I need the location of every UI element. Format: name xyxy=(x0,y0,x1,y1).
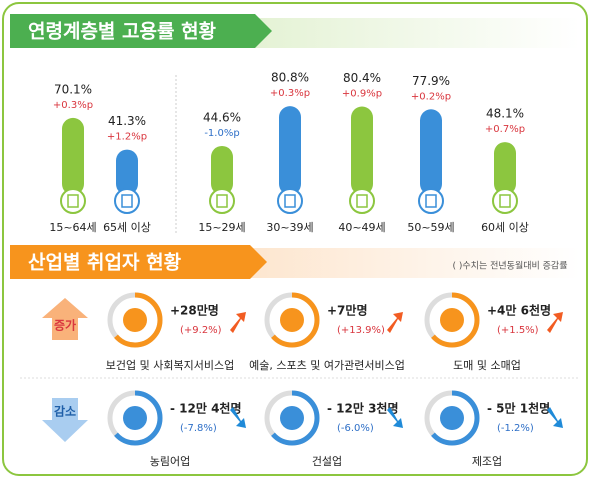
value-label: 41.3% xyxy=(108,114,146,128)
arrow-badge xyxy=(42,398,88,442)
ring-arc xyxy=(264,390,320,446)
banner-fade xyxy=(250,18,580,48)
icon xyxy=(280,406,304,430)
ring-arc xyxy=(107,292,163,348)
change-label: +0.3%p xyxy=(270,88,310,99)
industry-name: 제조업 xyxy=(472,455,502,468)
icon xyxy=(123,406,147,430)
value-label: 80.4% xyxy=(343,71,381,85)
change: +4만 6천명 xyxy=(487,303,551,318)
change: - 5만 1천명 xyxy=(487,401,550,416)
bar xyxy=(420,109,442,195)
bar-icon-doc xyxy=(67,194,79,208)
ring-arc xyxy=(424,292,480,348)
bar-icon xyxy=(277,188,303,214)
change-label: +0.9%p xyxy=(342,89,382,100)
arrow-badge xyxy=(42,298,88,340)
rate: (+1.5%) xyxy=(497,325,539,336)
value-label: 80.8% xyxy=(271,71,309,85)
icon xyxy=(123,308,147,332)
bar-icon-doc xyxy=(284,194,296,208)
change-label: +0.7%p xyxy=(485,124,525,135)
bar-icon-doc xyxy=(121,194,133,208)
trend-arrow xyxy=(230,407,246,428)
banner-fade xyxy=(250,248,580,278)
x-tick-label: 40~49세 xyxy=(338,221,385,234)
section-title: 산업별 취업자 현황 xyxy=(28,251,182,274)
row-label: 증가 xyxy=(54,318,76,333)
bar-icon xyxy=(60,188,86,214)
bar xyxy=(116,149,138,195)
value-label: 70.1% xyxy=(54,82,92,96)
change-label: +0.2%p xyxy=(411,91,451,102)
change: - 12만 4천명 xyxy=(170,401,242,416)
ring-arc xyxy=(264,292,320,348)
icon xyxy=(440,406,464,430)
bar xyxy=(494,142,516,195)
change: +7만명 xyxy=(327,303,368,318)
rate: (+13.9%) xyxy=(337,325,385,336)
trend-arrow xyxy=(547,312,563,333)
value-label: 77.9% xyxy=(412,74,450,88)
bar xyxy=(279,106,301,195)
icon xyxy=(440,308,464,332)
ring-arc xyxy=(424,390,480,446)
bar-icon-doc xyxy=(425,194,437,208)
change-label: -1.0%p xyxy=(204,128,239,139)
bar xyxy=(62,117,84,195)
chart-title: 연령계층별 고용률 현황 xyxy=(28,20,217,43)
bar-icon-doc xyxy=(499,194,511,208)
rate: (+9.2%) xyxy=(180,325,222,336)
bar-icon xyxy=(418,188,444,214)
industry-name: 예술, 스포츠 및 여가관련서비스업 xyxy=(249,359,405,372)
bar-icon-doc xyxy=(216,194,228,208)
bar xyxy=(211,145,233,195)
change-label: +1.2%p xyxy=(107,132,147,143)
change: +28만명 xyxy=(170,303,219,318)
value-label: 44.6% xyxy=(203,110,241,124)
icon xyxy=(280,308,304,332)
change: - 12만 3천명 xyxy=(327,401,399,416)
row-label: 감소 xyxy=(54,404,76,419)
bar-icon xyxy=(492,188,518,214)
value-label: 48.1% xyxy=(486,107,524,121)
trend-arrow xyxy=(387,312,403,333)
industry-name: 건설업 xyxy=(312,455,342,468)
trend-arrow xyxy=(230,312,246,333)
rate: (-1.2%) xyxy=(497,423,534,434)
rate: (-7.8%) xyxy=(180,423,217,434)
x-tick-label: 50~59세 xyxy=(407,221,454,234)
bar-icon xyxy=(114,188,140,214)
banner xyxy=(10,245,267,279)
bar-icon xyxy=(349,188,375,214)
x-tick-label: 30~39세 xyxy=(266,221,313,234)
change-label: +0.3%p xyxy=(53,100,93,111)
x-tick-label: 15~64세 xyxy=(49,221,96,234)
trend-arrow xyxy=(387,407,403,428)
bar-icon-doc xyxy=(356,194,368,208)
trend-arrow xyxy=(547,407,563,428)
bar-icon xyxy=(209,188,235,214)
x-tick-label: 15~29세 xyxy=(198,221,245,234)
banner xyxy=(10,14,272,48)
industry-name: 농림어업 xyxy=(150,455,190,468)
x-tick-label: 60세 이상 xyxy=(481,221,529,234)
rate: (-6.0%) xyxy=(337,423,374,434)
x-tick-label: 65세 이상 xyxy=(103,221,151,234)
industry-name: 보건업 및 사회복지서비스업 xyxy=(106,359,234,372)
industry-name: 도매 및 소매업 xyxy=(453,359,521,372)
ring-arc xyxy=(107,390,163,446)
note: ( )수치는 전년동월대비 증감률 xyxy=(453,260,568,272)
bar xyxy=(351,106,373,195)
